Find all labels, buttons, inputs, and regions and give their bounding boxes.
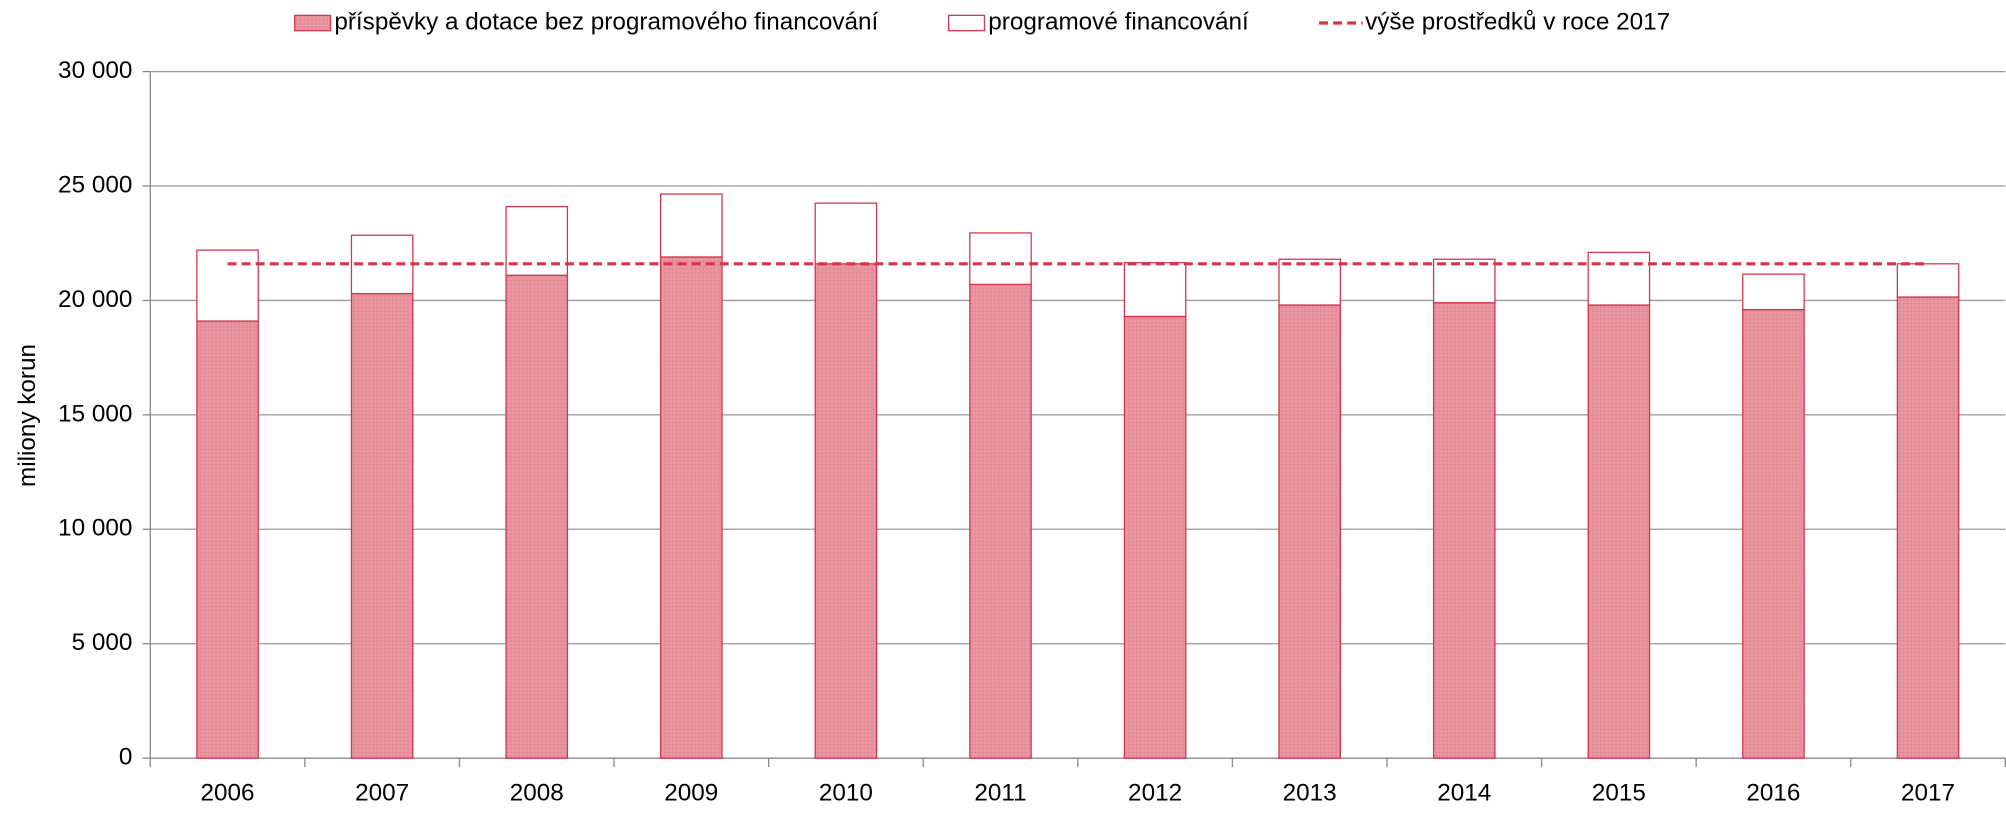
y-axis-label: miliony korun	[14, 344, 41, 487]
x-tick-label: 2007	[355, 779, 409, 806]
bar-segment	[1587, 304, 1651, 759]
y-tick-label: 10 000	[58, 515, 132, 542]
bar-segment	[969, 232, 1032, 286]
x-tick-label: 2014	[1437, 779, 1491, 806]
legend-swatch	[948, 14, 986, 32]
bar-segment	[1123, 262, 1187, 318]
x-tick-label: 2013	[1283, 779, 1337, 806]
y-tick-label: 5 000	[72, 629, 133, 656]
legend-swatch	[294, 14, 332, 32]
bar-segment	[1278, 258, 1341, 306]
x-tick-label: 2015	[1592, 779, 1646, 806]
y-tick-label: 20 000	[58, 286, 132, 313]
x-tick-label: 2009	[664, 779, 718, 806]
bar-segment	[1432, 302, 1496, 759]
bar-segment	[1587, 251, 1651, 306]
bar-segment	[196, 249, 259, 322]
bar-segment	[1742, 273, 1805, 311]
bar-segment	[350, 292, 414, 759]
bar-segment	[814, 202, 878, 265]
legend-label: výše prostředků v roce 2017	[1365, 8, 1670, 35]
x-tick-label: 2017	[1901, 779, 1955, 806]
y-tick-label: 0	[119, 744, 133, 771]
x-tick-label: 2011	[974, 779, 1026, 806]
bar-segment	[505, 274, 569, 759]
bar-segment	[1123, 315, 1187, 759]
bar-segment	[969, 283, 1032, 759]
x-tick-label: 2010	[819, 779, 873, 806]
bar-segment	[1742, 308, 1805, 759]
x-tick-label: 2006	[201, 779, 255, 806]
y-tick-label: 15 000	[58, 400, 132, 427]
bar-segment	[1896, 296, 1960, 759]
x-tick-label: 2012	[1128, 779, 1182, 806]
legend-label: programové financování	[988, 8, 1249, 35]
legend-label: příspěvky a dotace bez programového fina…	[334, 8, 878, 35]
bar-segment	[659, 193, 723, 258]
bar-segment	[1278, 304, 1341, 759]
y-tick-label: 25 000	[58, 171, 132, 198]
bar-segment	[814, 263, 878, 759]
bar-segment	[1432, 258, 1496, 304]
x-tick-label: 2008	[510, 779, 564, 806]
y-tick-label: 30 000	[58, 57, 132, 84]
bar-segment	[1896, 263, 1960, 298]
bar-segment	[196, 320, 259, 759]
bar-segment	[659, 256, 723, 759]
x-tick-label: 2016	[1746, 779, 1800, 806]
